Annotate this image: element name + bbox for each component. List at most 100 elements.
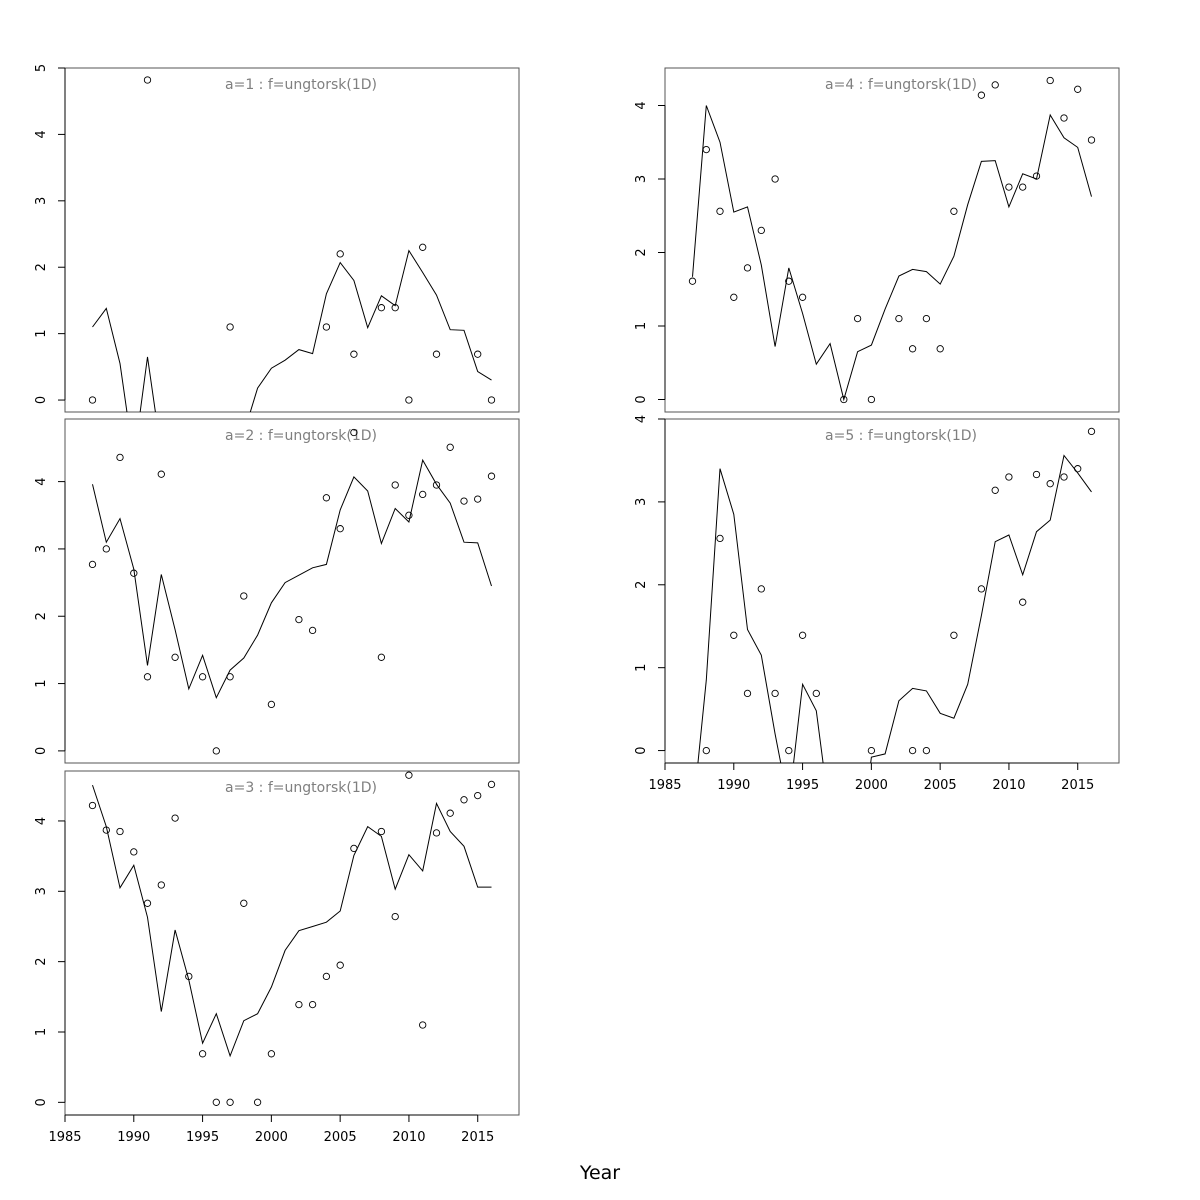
observed-point xyxy=(785,277,793,285)
panel-title: a=4 : f=ungtorsk(1D) xyxy=(825,77,977,93)
predicted-line xyxy=(92,249,492,412)
observed-point xyxy=(391,304,399,312)
observed-point xyxy=(143,76,152,84)
y-tick-label: 4 xyxy=(34,817,49,825)
observed-point xyxy=(419,490,427,499)
observed-point xyxy=(1087,136,1096,144)
observed-point xyxy=(977,91,986,99)
observed-point xyxy=(1046,480,1054,488)
observed-point xyxy=(487,472,496,480)
observed-point xyxy=(102,826,110,834)
y-tick-label: 1 xyxy=(634,664,649,672)
observed-point xyxy=(308,1000,317,1009)
y-tick-label: 0 xyxy=(634,395,649,403)
observed-point xyxy=(432,481,441,489)
observed-point xyxy=(474,791,482,800)
observed-point xyxy=(267,700,276,709)
panel-frame xyxy=(64,67,520,413)
predicted-line xyxy=(92,784,492,1058)
observed-point xyxy=(322,323,331,331)
observed-point xyxy=(895,314,903,323)
observed-point xyxy=(240,899,248,907)
observed-point xyxy=(88,560,97,569)
y-tick-label: 2 xyxy=(634,248,649,256)
observed-point xyxy=(950,631,958,639)
observed-point xyxy=(377,304,386,312)
panel-a3: 0 1 2 3 4 1985 1990 1995 2000 2005 2010 2015 a=3 : f… xyxy=(34,770,520,1145)
x-tick-label: 1985 xyxy=(648,778,681,793)
observed-point xyxy=(798,293,807,301)
observed-point xyxy=(1046,76,1054,85)
predicted-line xyxy=(692,105,1092,402)
x-tick-label: 2000 xyxy=(255,1130,288,1145)
observed-point xyxy=(936,345,944,353)
predicted-line xyxy=(697,454,1092,763)
observed-point xyxy=(908,345,917,353)
observed-point xyxy=(1005,183,1013,191)
observed-point xyxy=(474,495,482,503)
x-tick-label: 2010 xyxy=(992,778,1025,793)
observed-point xyxy=(1074,465,1082,473)
observed-point xyxy=(419,243,427,251)
panel-frame xyxy=(64,418,520,764)
observed-point xyxy=(1032,470,1041,479)
x-tick-label: 1995 xyxy=(786,778,819,793)
observed-point xyxy=(1074,85,1082,93)
y-tick-label: 4 xyxy=(34,130,49,138)
x-tick-label: 2010 xyxy=(392,1130,425,1145)
panel-frame xyxy=(664,418,1120,764)
observed-point xyxy=(771,689,779,698)
observed-point xyxy=(88,801,97,810)
observed-point xyxy=(446,443,454,451)
observed-point xyxy=(432,350,441,358)
observed-point xyxy=(1019,598,1027,606)
observed-point xyxy=(377,653,386,661)
y-tick-label: 4 xyxy=(634,101,649,109)
panel-title: a=1 : f=ungtorsk(1D) xyxy=(225,77,377,93)
y-tick-label: 3 xyxy=(34,545,49,553)
observed-point xyxy=(157,470,165,478)
observed-point xyxy=(116,453,124,462)
observed-point xyxy=(405,396,413,404)
observed-point xyxy=(922,746,931,755)
observed-point xyxy=(185,972,193,981)
y-tick-label: 0 xyxy=(34,396,49,404)
observed-point xyxy=(798,631,807,639)
observed-point xyxy=(171,653,179,661)
observed-point xyxy=(977,585,986,593)
observed-point xyxy=(295,1000,303,1009)
x-tick-label: 1985 xyxy=(48,1130,81,1145)
y-tick-label: 0 xyxy=(34,1098,49,1106)
y-tick-label: 4 xyxy=(634,415,649,423)
panel-frame xyxy=(64,770,520,1116)
observed-point xyxy=(702,145,710,154)
x-tick-label: 2005 xyxy=(324,1130,357,1145)
y-tick-label: 2 xyxy=(34,612,49,620)
panel-a5: 0 1 2 3 4 1985 1990 1995 2000 2005 2010 2015 a=5 : f… xyxy=(634,415,1120,793)
observed-point xyxy=(757,226,765,235)
x-tick-label: 2015 xyxy=(461,1130,494,1145)
observed-point xyxy=(391,481,399,489)
observed-point xyxy=(336,961,344,969)
observed-point xyxy=(350,844,358,853)
panel-frame xyxy=(664,67,1120,413)
observed-point xyxy=(922,314,931,323)
panel-title: a=3 : f=ungtorsk(1D) xyxy=(225,780,377,796)
observed-point xyxy=(198,1050,207,1058)
observed-point xyxy=(446,809,454,817)
observed-point xyxy=(730,293,738,301)
panel-title: a=5 : f=ungtorsk(1D) xyxy=(825,428,977,444)
observed-point xyxy=(743,689,752,698)
observed-point xyxy=(771,175,779,183)
y-tick-label: 3 xyxy=(34,197,49,205)
y-tick-label: 1 xyxy=(34,679,49,687)
observed-point xyxy=(716,534,724,543)
y-tick-label: 2 xyxy=(634,581,649,589)
y-tick-label: 3 xyxy=(34,887,49,895)
observed-point xyxy=(322,494,331,502)
predicted-line xyxy=(92,458,492,700)
observed-point xyxy=(377,827,386,836)
observed-point xyxy=(308,626,317,635)
y-tick-label: 2 xyxy=(34,958,49,966)
observed-point xyxy=(240,592,248,600)
